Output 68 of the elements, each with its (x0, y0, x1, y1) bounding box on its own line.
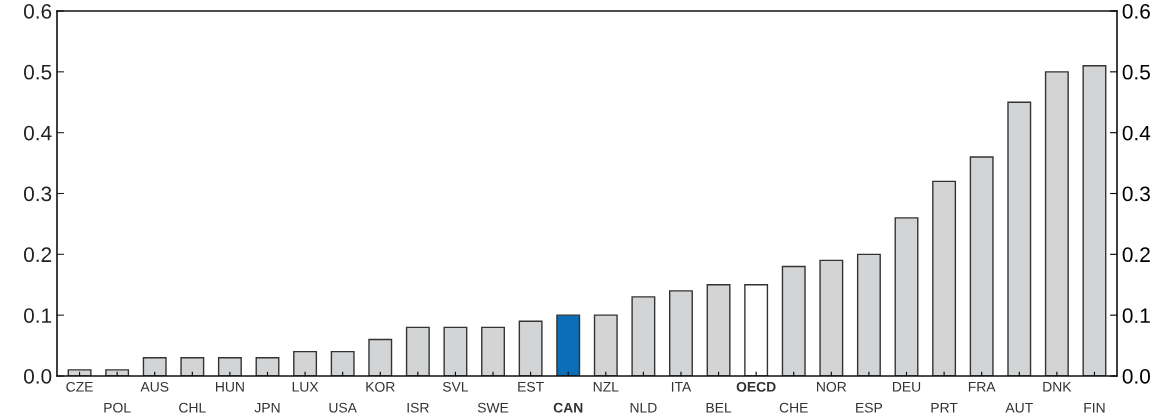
x-tick-label: AUT (1005, 402, 1033, 413)
bar (481, 326, 505, 376)
y2-tick-label: 0.5 (1122, 64, 1150, 80)
x-tick-label: SWE (477, 402, 509, 413)
y-tick-label: 0.2 (23, 247, 52, 263)
x-tick-label: NZL (593, 382, 619, 392)
bar (556, 314, 581, 376)
x-tick-label: AUS (140, 381, 169, 392)
bar (1082, 65, 1107, 376)
x-tick-label: CZE (66, 381, 93, 392)
bar (1044, 71, 1069, 376)
x-tick-label: CAN (553, 402, 583, 413)
bar (142, 357, 167, 376)
y-tick-label: 0.3 (23, 186, 52, 202)
bar (518, 320, 543, 376)
bar (593, 314, 618, 376)
y2-tick-label: 0.2 (1122, 247, 1150, 263)
x-tick-label: ITA (671, 382, 692, 392)
x-tick-label: JPN (254, 402, 280, 413)
x-tick-label: KOR (366, 381, 395, 392)
x-tick-label: BEL (706, 402, 732, 413)
bar (293, 350, 318, 376)
x-tick-label: FIN (1084, 402, 1105, 413)
y2-tick-label: 0.0 (1122, 369, 1151, 384)
x-tick-label: ISR (407, 402, 429, 413)
bar (894, 217, 919, 376)
x-tick-label: POL (104, 402, 131, 413)
bar (781, 265, 806, 376)
y-tick-label: 0.4 (23, 125, 52, 141)
x-tick-label: EST (518, 381, 544, 392)
bar (631, 296, 656, 376)
bar (443, 326, 468, 376)
y2-tick-label: 0.3 (1122, 186, 1150, 202)
y-tick-label: 0.6 (23, 4, 52, 19)
y2-tick-label: 0.1 (1122, 308, 1150, 323)
y-tick-label: 0.5 (23, 64, 52, 80)
x-tick-label: SVL (442, 381, 469, 392)
bar (744, 284, 769, 376)
y2-tick-label: 0.6 (1122, 4, 1150, 19)
y-tick-label: 0.1 (23, 308, 52, 323)
bar (819, 259, 844, 376)
bar (969, 156, 994, 376)
x-tick-label: NOR (817, 381, 847, 392)
y-tick-label: 0.0 (23, 369, 52, 384)
y2-tick-label: 0.4 (1122, 125, 1151, 141)
x-tick-label: DNK (1043, 382, 1072, 392)
x-tick-label: USA (329, 402, 357, 413)
bar (405, 326, 430, 376)
x-tick-label: HUN (216, 382, 244, 392)
bar (180, 357, 205, 376)
x-tick-label: ESP (856, 402, 883, 413)
bar (217, 357, 242, 376)
bar (669, 290, 693, 376)
bar (368, 338, 393, 376)
bar (932, 180, 957, 376)
bar (255, 357, 280, 376)
bar (706, 284, 731, 376)
x-tick-label: DEU (892, 382, 921, 392)
x-tick-label: FRA (968, 382, 996, 392)
bar (856, 253, 881, 376)
x-tick-label: PRT (931, 402, 958, 413)
x-tick-label: NLD (630, 402, 657, 413)
x-tick-label: CHE (779, 402, 808, 413)
x-tick-label: CHL (179, 402, 206, 413)
bar (1007, 101, 1032, 376)
x-tick-label: OECD (736, 381, 776, 392)
x-tick-label: LUX (292, 382, 319, 392)
bar (330, 350, 355, 376)
